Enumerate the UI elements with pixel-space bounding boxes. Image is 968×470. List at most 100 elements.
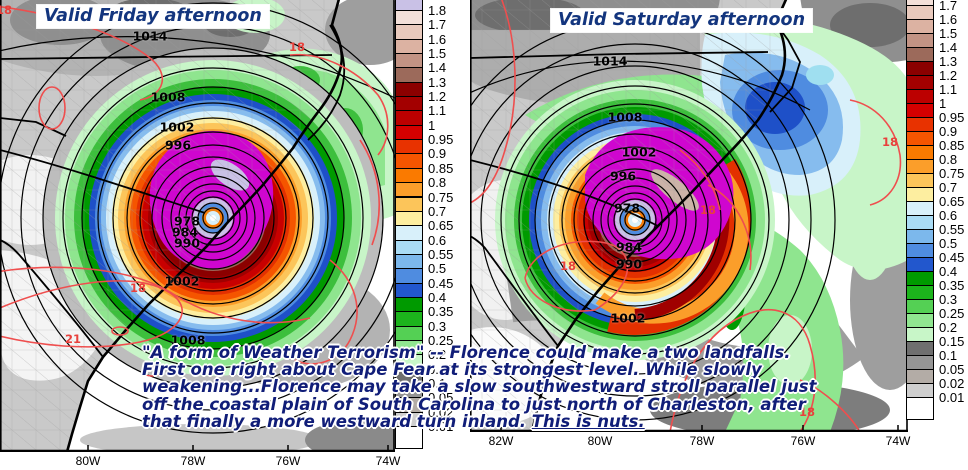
colorbar-swatch [906,397,934,420]
commentary-last-line: that finally a more westward turn inland… [142,411,532,431]
colorbar-label: 1 [939,96,947,111]
colorbar-swatch [395,81,423,98]
colorbar-label: 0.95 [939,110,965,125]
red-contours-saturday [470,0,902,432]
colorbar-swatch [395,24,423,40]
colorbar-label: 1.2 [939,68,958,83]
precip-colorbar-friday: 1.8 1.7 1.6 1.5 1.4 1.3 1.2 1.1 1 0.95 0.9 0.85 0.8 0… [395,0,461,470]
colorbar-swatch [395,38,423,54]
colorbar-swatch [906,229,934,244]
longitude-tick-label: 76W [275,454,301,468]
colorbar-swatch [906,131,934,146]
map-title-friday-text: Valid Friday afternoon [44,6,262,26]
colorbar-label: 0.5 [939,236,958,251]
colorbar-swatch [395,139,423,155]
colorbar-swatch [906,383,934,398]
map-title-saturday: Valid Saturday afternoon [551,9,813,32]
colorbar-swatch [906,75,934,90]
colorbar-label: 0.55 [428,246,454,262]
weather-map-friday [0,0,395,452]
colorbar-swatch [906,5,934,20]
colorbar-label: 0.4 [428,289,447,305]
colorbar-swatch [395,196,423,212]
colorbar-swatch [395,282,423,298]
isobars-saturday [470,19,836,421]
colorbar-swatch [906,299,934,314]
colorbar-swatch [906,215,934,230]
colorbar-label: 0.85 [428,160,454,176]
colorbar-label: 0.45 [428,275,454,291]
precip-colorbar-saturday: 1.81.71.61.51.41.31.21.110.950.90.850.80… [906,0,968,470]
longitude-tick-label: 76W [790,434,816,448]
colorbar-label: 0.75 [428,189,454,205]
colorbar-swatch [395,96,423,112]
commentary-emphasis: This is nuts. [531,411,645,431]
colorbar-swatch [395,225,423,241]
colorbar-label: 0.65 [939,194,965,209]
colorbar-label: 1.5 [939,26,958,41]
commentary-line: weakening...Florence may take a slow sou… [142,377,817,397]
longitude-tick-label: 82W [488,434,514,448]
colorbar-label: 1.7 [428,17,447,33]
colorbar-label: 0.3 [939,292,958,307]
map-frame-friday [0,0,395,452]
colorbar-swatch [395,311,423,327]
colorbar-label: 0.9 [428,146,447,162]
colorbar-label: 0.4 [939,264,958,279]
colorbar-swatch [395,182,423,198]
colorbar-label: 0.01 [939,390,965,405]
colorbar-label: 0.6 [939,208,958,223]
colorbar-swatch [906,89,934,104]
colorbar-swatch [906,145,934,160]
colorbar-label: 0.5 [428,261,447,277]
colorbar-swatch [906,327,934,342]
colorbar-swatch [395,210,423,227]
colorbar-swatch [395,296,423,313]
colorbar-swatch [906,61,934,76]
panel-saturday: 1014 1008 1002 996 978 984 990 1002 18 18 18 18 82… [470,0,910,470]
colorbar-swatch [395,167,423,184]
colorbar-label: 0.2 [939,320,958,335]
colorbar-swatch [906,271,934,286]
colorbar-swatch [906,173,934,188]
map-title-saturday-text: Valid Saturday afternoon [558,10,806,30]
colorbar-swatch [395,325,423,341]
commentary-line: that finally a more westward turn inland… [142,413,817,430]
colorbar-swatch [906,159,934,174]
colorbar-swatch [906,201,934,216]
commentary-line: off the coastal plain of South Carolina … [142,394,806,414]
colorbar-swatch [906,19,934,34]
colorbar-label: 1.5 [428,46,447,61]
colorbar-swatch [395,110,423,126]
colorbar-swatch [395,9,423,26]
colorbar-label: 0.8 [939,152,958,167]
colorbar-label: 1.3 [428,74,447,90]
commentary-line: First one right about Cape Fear at its s… [142,360,762,380]
colorbar-label: 1.7 [939,0,958,13]
colorbar-label: 0.25 [428,333,454,348]
commentary-line: "A form of Weather Terrorism" -- Florenc… [142,343,791,362]
colorbar-label: 0.02 [939,376,965,391]
colorbar-swatch [906,285,934,300]
colorbar-label: 0.1 [939,348,958,363]
colorbar-swatch [906,103,934,118]
colorbar-label: 1.2 [428,89,447,105]
colorbar-label: 1.3 [939,54,958,69]
colorbar-label: 0.2 [428,347,447,363]
colorbar-swatch [906,313,934,328]
colorbar-swatch [906,117,934,132]
colorbar-label: 0.9 [939,124,958,139]
map-title-friday: Valid Friday afternoon [37,5,269,28]
colorbar-label: 0.85 [939,138,965,153]
colorbar-swatch [395,239,423,255]
colorbar-swatch [395,67,423,83]
colorbar-swatch [906,355,934,370]
colorbar-label: 0.25 [939,306,965,321]
colorbar-swatch [395,53,423,69]
colorbar-label: 0.45 [939,250,965,265]
colorbar-label: 0.55 [939,222,965,237]
colorbar-swatch [395,253,423,270]
colorbar-swatch [906,47,934,62]
